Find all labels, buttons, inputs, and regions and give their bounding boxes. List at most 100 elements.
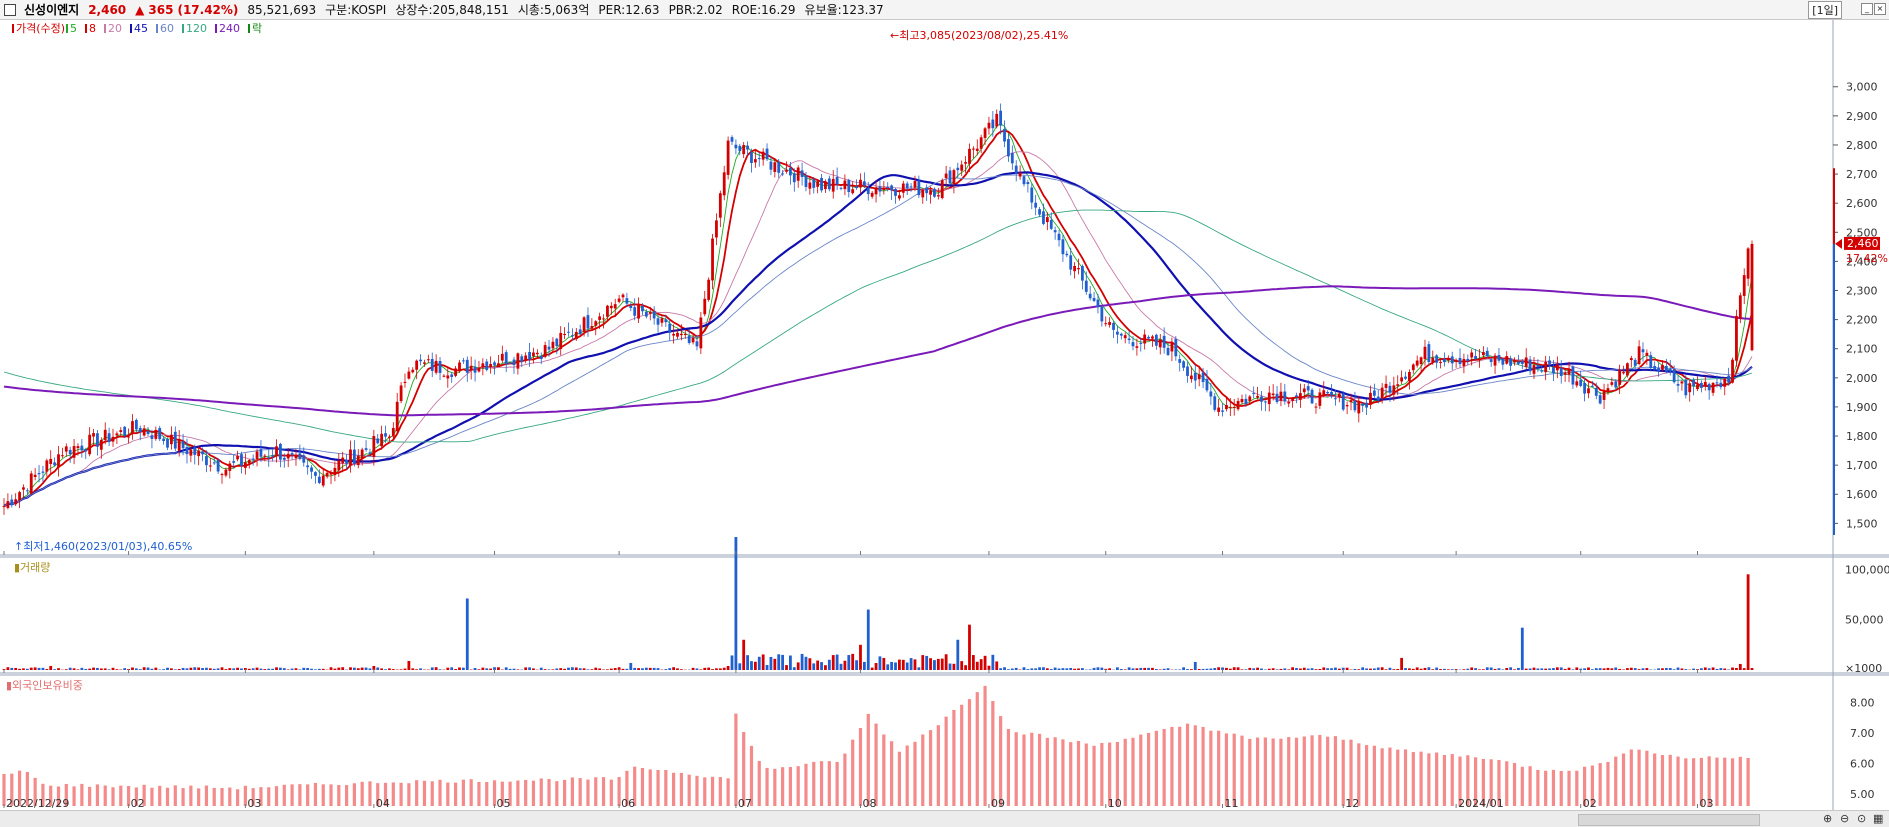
candle-body [182, 441, 185, 448]
stock-name[interactable]: 신성이엔지 [24, 1, 79, 18]
foreign-ratio-bar [773, 769, 776, 806]
volume-bar [1139, 668, 1142, 670]
x-tick-label: 10 [1108, 797, 1122, 810]
foreign-ratio-bar [804, 764, 807, 806]
volume-bar [1548, 668, 1551, 670]
volume-bar [1642, 668, 1645, 670]
foreign-ratio-bar [181, 788, 184, 806]
volume-bar [1213, 668, 1216, 670]
candle-body [1198, 374, 1201, 379]
candle-body [1474, 356, 1477, 359]
candle-body [1315, 407, 1318, 408]
settings-checkbox[interactable] [4, 4, 16, 16]
foreign-ratio-bar [150, 788, 153, 806]
x-tick-label: 08 [862, 797, 876, 810]
volume-value: 85,521,693 [247, 3, 316, 17]
candle-body [228, 464, 231, 471]
volume-bar [707, 668, 710, 670]
volume-bar [1665, 668, 1668, 670]
candle-body [742, 145, 745, 154]
volume-bar [135, 668, 138, 670]
candle-body [844, 181, 847, 190]
volume-bar [653, 668, 656, 670]
volume-bar [474, 668, 477, 670]
candle-body [213, 462, 216, 463]
volume-bar [1303, 668, 1306, 670]
zoom-reset-icon[interactable]: ⊙ [1857, 812, 1866, 825]
volume-bar [1116, 667, 1119, 670]
foreign-ratio-bar [166, 788, 169, 806]
volume-bar [1505, 668, 1508, 670]
candle-body [914, 181, 917, 188]
candle-body [392, 428, 395, 436]
close-icon[interactable]: × [1874, 3, 1886, 15]
legend-marker [182, 24, 184, 33]
volume-bar [929, 658, 932, 670]
foreign-ratio-bar [1225, 733, 1228, 806]
foreign-ratio-bar [423, 781, 426, 806]
volume-bar [879, 656, 882, 670]
volume-bar [485, 668, 488, 670]
foreign-ratio-bar [1326, 737, 1329, 806]
candle-body [699, 317, 702, 348]
foreign-ratio-bar [72, 786, 75, 806]
volume-bar [1143, 668, 1146, 670]
volume-bar [341, 667, 344, 670]
candle-body [805, 175, 808, 187]
foreign-ratio-bar [1264, 737, 1267, 806]
volume-bar [466, 598, 469, 670]
candle-body [1272, 394, 1275, 396]
zoom-fit-icon[interactable]: ▦ [1873, 812, 1883, 825]
chart-area[interactable]: 3,0002,9002,8002,7002,6002,5002,4002,300… [0, 20, 1889, 810]
candle-body [77, 446, 80, 448]
candle-body [1533, 365, 1536, 374]
volume-bar [1610, 668, 1613, 670]
candle-body [1190, 376, 1193, 380]
candle-body [1568, 370, 1571, 375]
volume-title: ▮거래량 [14, 561, 50, 574]
candle-body [552, 342, 555, 349]
foreign-ratio-bar [960, 705, 963, 806]
volume-bar [1630, 668, 1633, 670]
volume-bar [1280, 669, 1283, 670]
candle-body [1716, 382, 1719, 383]
candle-body [906, 183, 909, 188]
volume-bar [836, 655, 839, 670]
foreign-ratio-bar [921, 734, 924, 806]
volume-bar [1435, 668, 1438, 670]
volume-bar [1089, 669, 1092, 670]
candle-body [88, 435, 91, 454]
foreign-ratio-bar [579, 778, 582, 806]
volume-bar [840, 664, 843, 670]
volume-bar [894, 663, 897, 670]
candle-body [524, 355, 527, 360]
candle-body [1657, 368, 1660, 371]
volume-bar [902, 660, 905, 670]
volume-bar [972, 655, 975, 670]
candle-body [256, 451, 259, 459]
foreign-ratio-bar [298, 784, 301, 806]
foreign-ratio-bar [1007, 729, 1010, 806]
volume-bar [859, 645, 862, 670]
foreign-ratio-bar [664, 770, 667, 806]
period-selector[interactable]: [1일] [1808, 1, 1842, 19]
scroll-thumb[interactable] [1578, 814, 1760, 826]
minimize-icon[interactable]: _ [1861, 3, 1873, 15]
candle-body [579, 329, 582, 334]
zoom-out-icon[interactable]: ⊖ [1840, 812, 1849, 825]
candle-body [1058, 234, 1061, 240]
volume-bar [1225, 668, 1228, 670]
candle-body [1295, 395, 1298, 396]
foreign-ratio-bar [1599, 763, 1602, 806]
legend-marker [12, 24, 14, 33]
volume-bar [1159, 669, 1162, 670]
candle-body [1501, 359, 1504, 365]
scroll-bar[interactable]: ⊕ ⊖ ⊙ ▦ [0, 810, 1889, 827]
candle-body [65, 446, 68, 451]
candle-body [1322, 390, 1325, 395]
volume-bar [6, 667, 9, 670]
zoom-in-icon[interactable]: ⊕ [1823, 812, 1832, 825]
foreign-ratio-bar [88, 787, 91, 806]
volume-bar [1260, 669, 1263, 670]
volume-bar [186, 668, 189, 670]
